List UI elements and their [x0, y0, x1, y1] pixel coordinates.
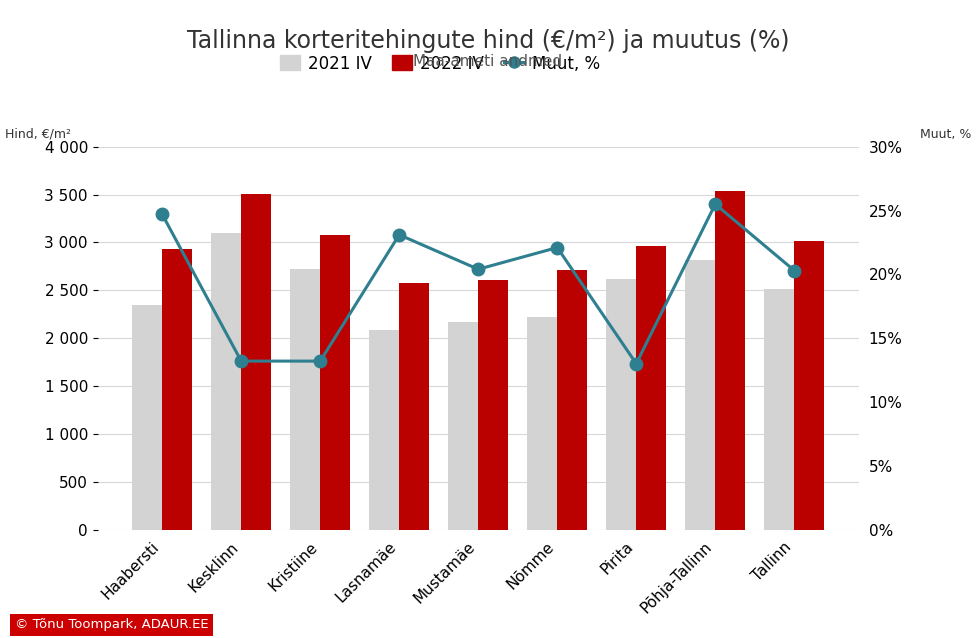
Muut, %	[710, 200, 721, 208]
Bar	[241, 194, 271, 530]
Line: Muut, %: Muut, %	[156, 198, 800, 370]
Text: Maa-ameti andmed: Maa-ameti andmed	[414, 54, 562, 70]
Bar	[685, 260, 715, 530]
Bar	[162, 249, 192, 530]
Bar	[606, 279, 636, 530]
Bar	[715, 191, 746, 530]
Muut, %	[789, 267, 800, 274]
Muut, %	[472, 265, 484, 273]
Muut, %	[156, 211, 168, 218]
Bar	[132, 305, 162, 530]
Bar	[478, 280, 508, 530]
Bar	[320, 235, 350, 530]
Text: Muut, %: Muut, %	[919, 128, 971, 140]
Bar	[448, 322, 478, 530]
Text: Hind, €/m²: Hind, €/m²	[5, 128, 71, 140]
Bar	[399, 283, 429, 530]
Bar	[636, 246, 667, 530]
Muut, %	[630, 360, 642, 367]
Bar	[369, 330, 399, 530]
Muut, %	[314, 357, 326, 365]
Muut, %	[393, 231, 405, 239]
Text: Tallinna korteritehingute hind (€/m²) ja muutus (%): Tallinna korteritehingute hind (€/m²) ja…	[186, 29, 790, 53]
Muut, %	[551, 244, 563, 251]
Bar	[290, 269, 320, 530]
Text: © Tõnu Toompark, ADAUR.EE: © Tõnu Toompark, ADAUR.EE	[15, 618, 208, 632]
Muut, %	[235, 357, 247, 365]
Bar	[211, 233, 241, 530]
Bar	[557, 271, 588, 530]
Bar	[764, 290, 794, 530]
Bar	[527, 317, 557, 530]
Legend: 2021 IV, 2022 IV, Muut, %: 2021 IV, 2022 IV, Muut, %	[273, 48, 607, 79]
Bar	[794, 241, 825, 530]
